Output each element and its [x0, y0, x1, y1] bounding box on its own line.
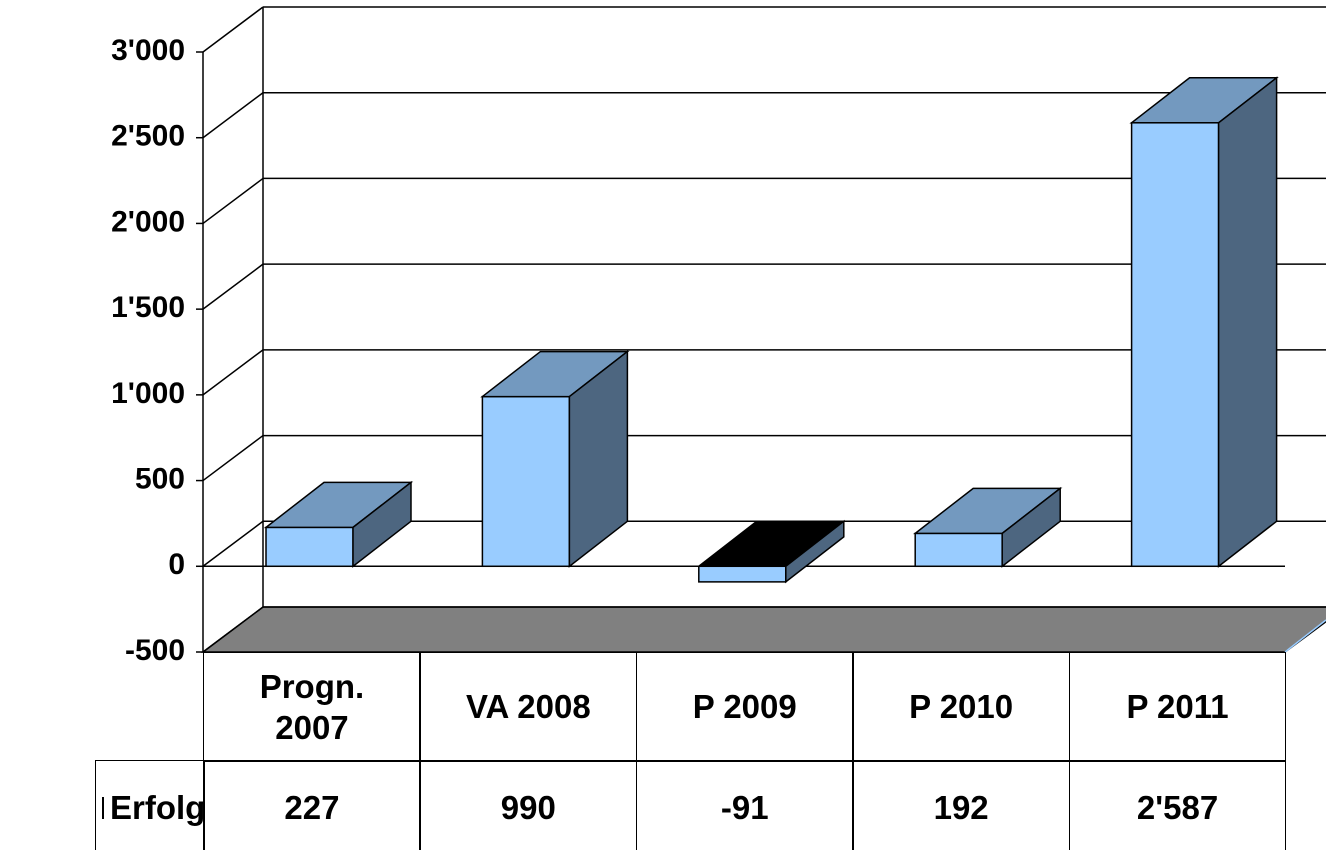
bar-front [265, 526, 354, 568]
table-value-cell: 2'587 [1068, 760, 1287, 850]
bar-front [481, 395, 571, 568]
y-tick-label: 1'000 [111, 377, 185, 410]
bar-front [698, 565, 787, 583]
legend-label: Erfolg [110, 788, 206, 826]
table-header-cell: P 2009 [635, 652, 854, 762]
bar-front [914, 532, 1003, 568]
table-value-cell: 990 [419, 760, 638, 850]
wall-grid-line [202, 606, 264, 653]
table-header-cell: P 2011 [1068, 652, 1287, 762]
wall-grid-line [202, 349, 264, 396]
legend-key [102, 796, 104, 819]
y-tick-label: 1'500 [111, 291, 185, 324]
wall-grid-line [202, 177, 264, 225]
table-header-cell: P 2010 [852, 652, 1071, 762]
legend-cell: Erfolg [95, 760, 205, 850]
bar-side [785, 519, 845, 584]
bar-side [352, 480, 412, 568]
floor [200, 606, 1326, 653]
floor-edge [1284, 619, 1326, 653]
y-tick-label: 3'000 [111, 34, 185, 67]
wall-grid-line [202, 520, 264, 567]
y-tick-label: -500 [125, 634, 185, 667]
table-value-cell: 227 [203, 760, 421, 850]
bar-side [1217, 76, 1278, 568]
wall-grid-line [202, 92, 264, 139]
wall-grid-line [202, 6, 264, 53]
table-header-cell: VA 2008 [419, 652, 638, 762]
y-tick-label: 500 [135, 462, 185, 495]
table-value-cell: 192 [852, 760, 1071, 850]
table-value-cell: -91 [635, 760, 854, 850]
bar-side [1001, 486, 1061, 568]
table-header-cell: Progn. 2007 [203, 652, 421, 762]
y-tick-label: 2'000 [111, 205, 185, 238]
y-tick-label: 0 [168, 548, 185, 581]
wall-grid-line [202, 263, 264, 310]
bar-front [1130, 122, 1220, 568]
y-tick-label: 2'500 [111, 120, 185, 153]
bar-side [568, 350, 629, 568]
wall-grid-line [202, 434, 264, 482]
